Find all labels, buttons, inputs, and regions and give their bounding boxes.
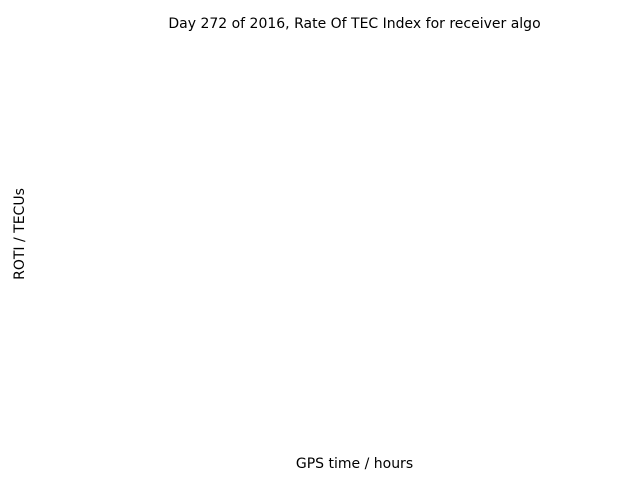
y-axis-title: ROTI / TECUs [12,188,28,280]
x-axis-title: GPS time / hours [295,456,414,472]
chart-title: Day 272 of 2016, Rate Of TEC Index for r… [168,16,541,32]
